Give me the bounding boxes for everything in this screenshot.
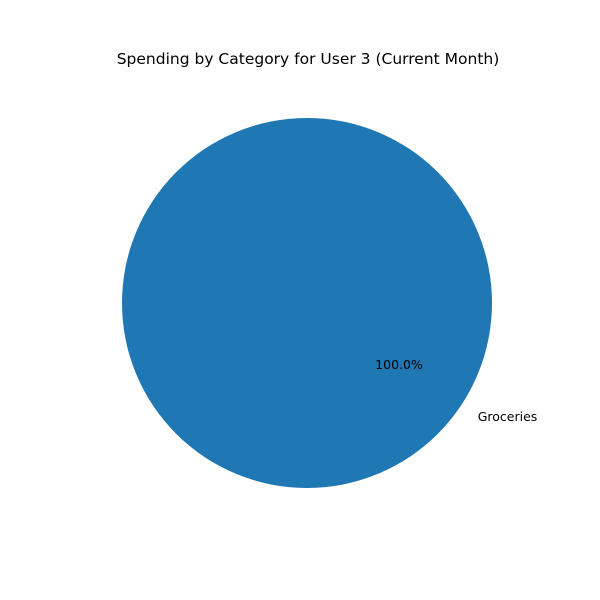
slice-percent-groceries: 100.0% <box>375 357 423 372</box>
chart-title: Spending by Category for User 3 (Current… <box>117 50 500 68</box>
pie-slices: Groceries 100.0% <box>122 118 537 488</box>
pie-slice-groceries <box>122 118 492 488</box>
slice-label-groceries: Groceries <box>478 409 538 424</box>
